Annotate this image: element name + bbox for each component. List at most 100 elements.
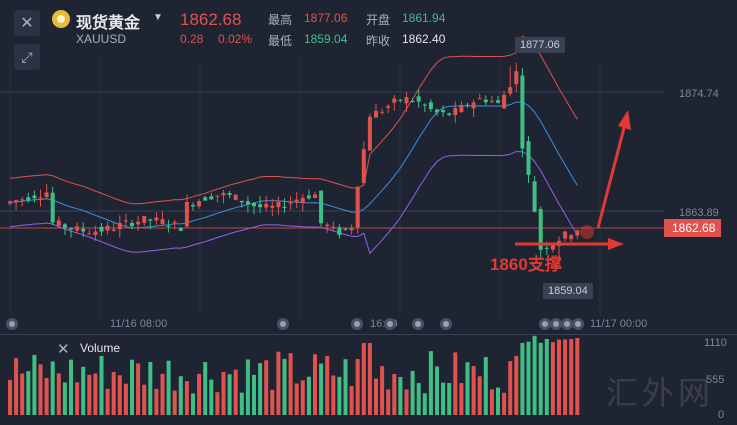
volume-bar (410, 370, 415, 415)
chevron-down-icon[interactable]: ▼ (153, 12, 163, 23)
candle-body (111, 229, 116, 231)
arrow-up-head (618, 110, 631, 130)
event-dot[interactable] (440, 318, 452, 330)
candle-body (50, 192, 55, 223)
volume-bar (239, 392, 244, 415)
candle-body (227, 193, 232, 195)
x-tick-label: 11/17 00:00 (590, 318, 648, 330)
volume-bar (258, 363, 263, 415)
volume-bar (453, 352, 458, 415)
instrument-name[interactable]: 现货黄金 (76, 15, 141, 32)
price-change: 0.28 (180, 32, 204, 46)
volume-bar (276, 351, 281, 415)
volume-bar (99, 356, 104, 415)
prev-close-label: 昨收 (366, 34, 391, 48)
volume-bar (252, 374, 256, 415)
candle-body (26, 197, 31, 201)
volume-bar (75, 382, 80, 415)
candle-body (148, 219, 153, 221)
candle-body (422, 104, 427, 106)
event-dot[interactable] (561, 318, 573, 330)
volume-bar (136, 363, 141, 415)
candle-body (130, 223, 134, 227)
volume-bar (441, 382, 446, 415)
price-change-pct: 0.02% (218, 32, 253, 46)
volume-bar (142, 384, 147, 415)
close-icon: ✕ (20, 15, 34, 32)
gold-coin-icon (52, 10, 70, 28)
prev-close-value: 1862.40 (402, 32, 446, 46)
candle-body (435, 109, 439, 113)
volume-bar (508, 361, 513, 415)
candle-body (367, 116, 372, 151)
candle-body (343, 228, 348, 230)
volume-bar (380, 366, 385, 415)
volume-close-icon[interactable]: ✕ (57, 341, 70, 358)
volume-tick-label: 1110 (704, 337, 727, 349)
candle-body (459, 105, 464, 113)
volume-chart[interactable] (0, 335, 737, 425)
volume-bar (343, 359, 348, 415)
price-chart[interactable] (0, 0, 737, 335)
volume-bar (197, 373, 202, 415)
candle-body (447, 113, 452, 115)
candle-body (380, 111, 385, 113)
volume-bar (93, 373, 98, 415)
volume-bar (203, 362, 208, 415)
volume-bar (32, 354, 37, 415)
event-dot[interactable] (384, 318, 396, 330)
volume-bar (514, 355, 519, 415)
y-tick-label: 1863.89 (679, 207, 719, 219)
volume-bar (227, 374, 232, 415)
volume-bar (166, 360, 171, 415)
candle-body (337, 227, 342, 235)
event-dot[interactable] (6, 318, 18, 330)
volume-bar (209, 379, 214, 415)
low-value: 1859.04 (304, 32, 348, 46)
volume-bar (264, 360, 269, 415)
volume-bar (87, 374, 92, 415)
volume-bar (532, 335, 537, 415)
candle-body (392, 98, 397, 103)
candle-body (398, 99, 403, 101)
event-dot[interactable] (550, 318, 562, 330)
volume-bar (563, 339, 568, 415)
candle-body (453, 107, 458, 115)
volume-bar (496, 387, 500, 415)
volume-bar (489, 389, 494, 415)
candle-body (44, 192, 49, 197)
candle-body (349, 228, 354, 231)
event-dot[interactable] (412, 318, 424, 330)
volume-bar (294, 383, 299, 415)
volume-bar (282, 358, 287, 415)
volume-bar (325, 355, 330, 415)
volume-bar (69, 359, 73, 415)
volume-bar (483, 357, 488, 415)
symbol-code: XAUUSD (76, 32, 127, 46)
event-dot[interactable] (277, 318, 289, 330)
event-dot[interactable] (351, 318, 363, 330)
candle-body (197, 201, 202, 207)
volume-bar (361, 343, 366, 415)
volume-bar (215, 392, 220, 415)
candle-body (465, 104, 470, 106)
event-dot[interactable] (572, 318, 584, 330)
volume-bar (575, 338, 580, 415)
candle-body (563, 231, 568, 239)
candle-body (166, 225, 171, 227)
event-dot[interactable] (539, 318, 551, 330)
candle-body (520, 75, 525, 149)
expand-button[interactable]: ⤢ (14, 44, 40, 70)
volume-bar (526, 341, 531, 415)
volume-bar (8, 379, 12, 415)
candle-body (184, 201, 189, 227)
candle-body (428, 102, 433, 110)
last-price: 1862.68 (180, 10, 242, 29)
candle-body (142, 216, 147, 223)
volume-bar (557, 339, 561, 415)
close-button[interactable]: ✕ (14, 10, 40, 36)
candle-body (361, 149, 366, 184)
volume-bar (520, 342, 525, 415)
open-value: 1861.94 (402, 11, 446, 25)
arrow-right-head (608, 238, 624, 250)
